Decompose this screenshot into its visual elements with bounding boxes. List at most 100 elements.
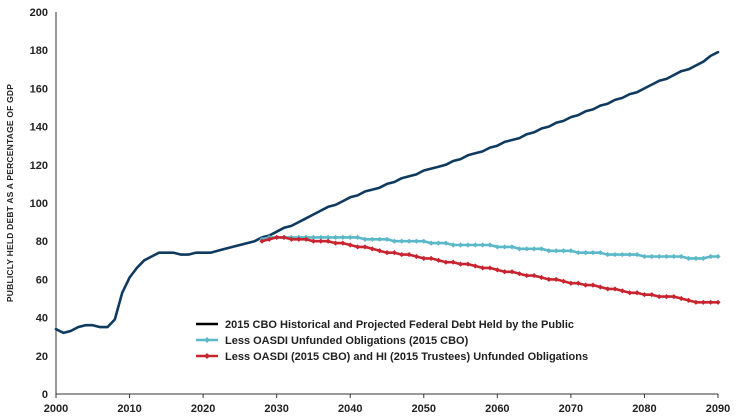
- data-point: [575, 280, 581, 286]
- data-point: [362, 244, 368, 250]
- legend-label: 2015 CBO Historical and Projected Federa…: [225, 319, 574, 331]
- y-tick-label: 140: [30, 122, 48, 134]
- data-point: [583, 250, 589, 256]
- data-point: [546, 248, 552, 254]
- data-point: [318, 234, 324, 240]
- x-tick-label: 2020: [191, 403, 215, 415]
- data-point: [443, 259, 449, 265]
- x-tick-label: 2050: [412, 403, 436, 415]
- series-1: [54, 50, 720, 335]
- data-point: [332, 234, 339, 240]
- data-point: [399, 238, 405, 244]
- data-point: [641, 253, 648, 260]
- data-point: [656, 253, 662, 260]
- y-tick-label: 100: [30, 198, 48, 210]
- y-tick-label: 40: [36, 313, 48, 325]
- data-point: [325, 238, 331, 244]
- data-point: [413, 253, 420, 260]
- x-tick-label: 2000: [44, 403, 68, 415]
- data-point: [700, 299, 706, 305]
- data-point: [377, 236, 383, 242]
- data-point: [560, 248, 567, 254]
- data-point: [332, 240, 339, 246]
- y-tick-label: 20: [36, 351, 48, 363]
- x-tick-label: 2060: [485, 403, 509, 415]
- chart-legend: 2015 CBO Historical and Projected Federa…: [196, 319, 588, 363]
- data-point: [627, 290, 633, 296]
- data-point: [715, 299, 721, 305]
- data-point: [685, 297, 692, 304]
- data-point: [583, 282, 589, 288]
- data-point: [516, 246, 522, 252]
- data-point: [318, 238, 324, 244]
- data-point: [671, 253, 677, 260]
- data-point: [568, 280, 574, 286]
- y-tick-label: 180: [30, 45, 48, 57]
- data-point: [663, 293, 670, 300]
- data-point: [575, 250, 581, 256]
- data-point: [656, 293, 662, 300]
- data-point: [524, 246, 530, 252]
- x-tick-label: 2090: [706, 403, 730, 415]
- data-point: [708, 299, 714, 305]
- data-point: [472, 242, 478, 248]
- data-point: [347, 242, 353, 248]
- data-point: [421, 255, 427, 261]
- data-point: [354, 234, 361, 240]
- x-tick-label: 2040: [338, 403, 362, 415]
- data-point: [641, 292, 648, 298]
- data-point: [531, 246, 537, 252]
- data-point: [546, 276, 552, 282]
- data-point: [553, 276, 559, 282]
- data-point: [509, 269, 515, 275]
- legend-swatch-marker: [204, 337, 210, 343]
- data-point: [465, 242, 471, 248]
- data-point: [340, 234, 346, 240]
- data-point: [413, 238, 420, 244]
- data-point: [457, 242, 464, 248]
- data-point: [354, 244, 361, 250]
- data-point: [494, 244, 500, 250]
- data-point: [678, 295, 684, 302]
- data-point: [715, 253, 721, 260]
- data-point: [612, 251, 618, 258]
- data-point: [487, 265, 493, 271]
- data-point: [502, 244, 508, 250]
- data-point: [700, 255, 706, 261]
- data-point: [369, 246, 375, 252]
- data-point: [457, 261, 464, 267]
- x-tick-label: 2010: [117, 403, 141, 415]
- data-point: [259, 238, 265, 244]
- data-point: [612, 286, 618, 292]
- data-point: [685, 255, 692, 261]
- data-point: [671, 293, 677, 300]
- data-point: [663, 253, 670, 260]
- data-point: [384, 236, 390, 242]
- data-point: [627, 251, 633, 258]
- legend-swatch-marker: [204, 353, 210, 359]
- data-point: [443, 240, 449, 246]
- y-tick-label: 200: [30, 7, 48, 19]
- data-point: [465, 261, 471, 267]
- data-point: [362, 236, 368, 242]
- data-point: [531, 272, 537, 279]
- data-point: [391, 250, 397, 256]
- data-point: [377, 248, 383, 254]
- data-point: [678, 253, 684, 260]
- data-point: [325, 234, 331, 240]
- data-point: [369, 236, 375, 242]
- data-point: [281, 234, 287, 240]
- data-point: [605, 251, 611, 258]
- series-layer: [54, 50, 721, 335]
- data-point: [450, 242, 456, 248]
- data-point: [435, 240, 442, 246]
- data-point: [480, 242, 486, 248]
- data-point: [524, 272, 530, 279]
- data-point: [553, 248, 559, 254]
- data-point: [693, 299, 699, 305]
- data-point: [347, 234, 353, 240]
- y-axis-label: PUBLICLY HELD DEBT AS A PERCENTAGE OF GD…: [5, 84, 15, 302]
